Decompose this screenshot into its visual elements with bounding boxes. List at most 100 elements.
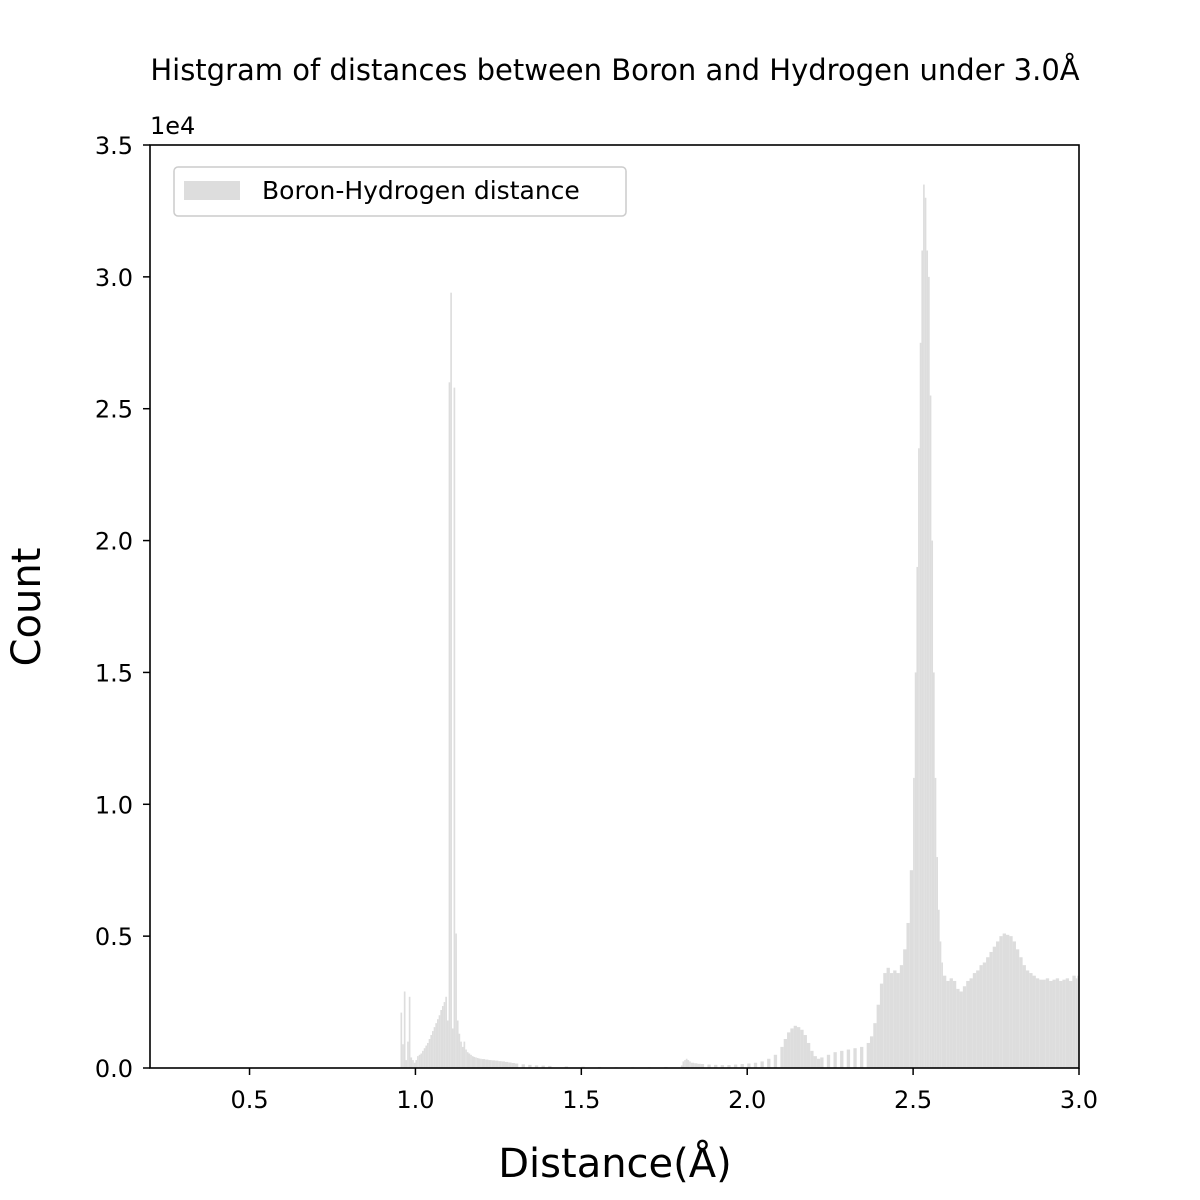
histogram-bar — [508, 1062, 512, 1068]
histogram-bar — [1075, 978, 1078, 1068]
histogram-bar — [886, 967, 890, 1068]
histogram-bar — [680, 1065, 683, 1068]
histogram-bar — [919, 342, 922, 1068]
histogram-bar — [455, 933, 457, 1068]
histogram-bar — [448, 382, 451, 1069]
histogram-bar — [468, 1053, 471, 1068]
plot-frame — [149, 144, 1080, 1069]
histogram-bar — [896, 973, 900, 1068]
histogram-bar — [450, 292, 452, 1068]
histogram-bar — [460, 1041, 462, 1068]
y-axis-ticks: 0.0 0.5 1.0 1.5 2.0 2.5 3.0 3.5 — [95, 132, 150, 1083]
histogram-bar — [986, 957, 990, 1068]
histogram-bar — [783, 1038, 788, 1068]
histogram-bar — [491, 1060, 496, 1068]
histogram-bar — [903, 949, 907, 1068]
histogram-bar — [939, 941, 942, 1068]
histogram-bar — [541, 1065, 545, 1068]
histogram-bar — [498, 1061, 502, 1068]
histogram-bar — [463, 1041, 466, 1068]
histogram-bar — [1042, 979, 1046, 1068]
x-axis-label: Distance(Å) — [498, 1139, 731, 1187]
histogram-bar — [405, 1060, 408, 1068]
y-tick-label: 0.5 — [95, 923, 133, 951]
histogram-bar — [956, 988, 960, 1068]
histogram-bar — [893, 970, 897, 1068]
histogram-bar — [521, 1064, 525, 1068]
histogram-bar — [465, 1049, 467, 1068]
histogram-bar — [1059, 980, 1063, 1068]
histogram-bar — [928, 276, 930, 1068]
histogram-bar — [458, 1033, 461, 1068]
histogram-bar — [924, 197, 927, 1069]
histogram-bar — [937, 909, 940, 1068]
histogram-bar — [733, 1064, 738, 1068]
histogram-bar — [422, 1050, 424, 1068]
histogram-bar — [996, 941, 1000, 1068]
histogram-bar — [430, 1035, 433, 1068]
histogram-bar — [445, 996, 447, 1068]
histogram-bar — [470, 1054, 472, 1068]
histogram-bar — [883, 973, 887, 1068]
histogram-bar — [446, 1020, 449, 1068]
histogram-bar — [972, 973, 977, 1068]
histogram-bar — [747, 1063, 751, 1068]
histogram-bar — [1032, 975, 1036, 1068]
histogram-bar — [803, 1035, 807, 1068]
histogram-bar — [528, 1064, 532, 1068]
x-tick-label: 0.5 — [230, 1086, 268, 1114]
histogram-bar — [866, 1042, 870, 1068]
histogram-bar — [417, 1056, 419, 1068]
histogram-bar — [1049, 980, 1053, 1068]
histogram-bar — [976, 970, 980, 1068]
histogram-bar — [796, 1027, 801, 1068]
histogram-bar — [810, 1050, 814, 1068]
histogram-bar — [690, 1062, 695, 1068]
histogram-bar — [992, 946, 997, 1068]
histogram-bar — [432, 1031, 434, 1068]
histogram-bar — [485, 1059, 489, 1068]
histogram-bar — [853, 1048, 857, 1068]
histogram-bar — [1039, 979, 1043, 1068]
histogram-bar — [969, 978, 973, 1068]
histogram-bar — [689, 1061, 691, 1068]
histogram-bar — [456, 1020, 459, 1068]
histogram-bar — [1029, 973, 1033, 1068]
histogram-bar — [876, 1004, 880, 1068]
histogram-bar — [793, 1025, 797, 1068]
histogram-bar — [433, 1027, 436, 1068]
histogram-bar — [906, 922, 910, 1068]
histogram-bar — [1069, 980, 1073, 1068]
histogram-bar — [505, 1061, 509, 1068]
chart-title: Histgram of distances between Boron and … — [150, 53, 1079, 87]
histogram-bar — [488, 1060, 492, 1068]
histogram-bar — [423, 1048, 426, 1068]
histogram-bars — [400, 184, 1079, 1069]
histogram-bar — [694, 1063, 698, 1068]
histogram-bar — [946, 980, 950, 1068]
histogram-bar — [495, 1060, 499, 1068]
histogram-bar — [921, 250, 924, 1069]
y-tick-label: 3.0 — [95, 264, 133, 292]
histogram-bar — [534, 1065, 539, 1068]
histogram-bar — [1019, 957, 1023, 1068]
histogram-bar — [933, 672, 935, 1068]
histogram-bar — [476, 1057, 479, 1068]
histogram-bar — [685, 1058, 688, 1068]
histogram-bar — [443, 1002, 446, 1068]
histogram-bar — [727, 1065, 731, 1068]
histogram-bar — [767, 1058, 771, 1068]
histogram-bar — [720, 1065, 724, 1068]
histogram-bar — [410, 1057, 413, 1068]
y-tick-label: 1.5 — [95, 659, 133, 687]
histogram-bar — [473, 1056, 476, 1068]
histogram-bar — [707, 1064, 711, 1068]
histogram-bar — [879, 983, 884, 1068]
histogram-bar — [425, 1045, 428, 1068]
histogram-bar — [840, 1050, 844, 1068]
histogram-bar — [923, 184, 925, 1068]
histogram-bar — [949, 978, 953, 1068]
histogram-bar — [1022, 965, 1026, 1068]
histogram-bar — [760, 1061, 764, 1068]
